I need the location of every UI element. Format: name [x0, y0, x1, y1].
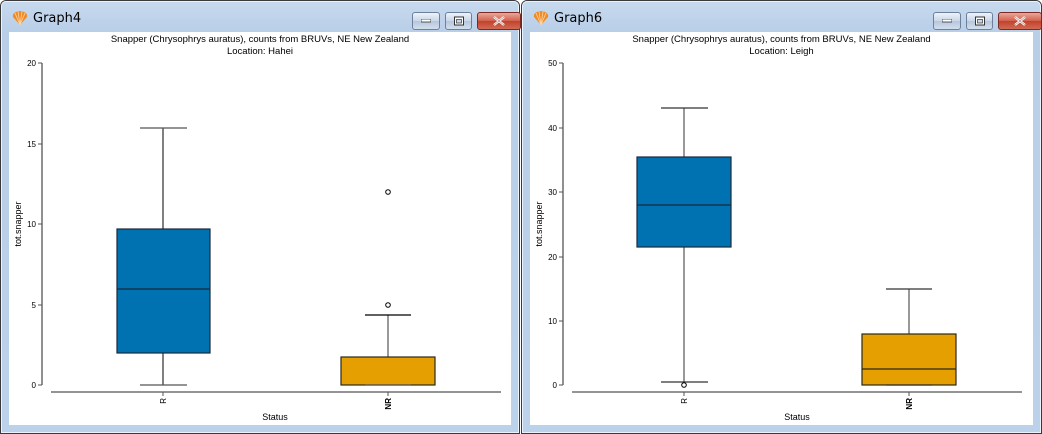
maximize-button[interactable] — [966, 12, 993, 30]
svg-text:0: 0 — [32, 381, 37, 390]
outlier-point — [385, 189, 391, 195]
box-r — [636, 107, 732, 388]
svg-text:50: 50 — [548, 59, 557, 68]
title-bar[interactable]: Graph6 — [522, 1, 1042, 33]
x-tick-r: R — [159, 398, 168, 404]
svg-text:15: 15 — [27, 140, 36, 149]
svg-text:20: 20 — [27, 59, 36, 68]
restore-icon — [453, 16, 464, 26]
close-icon — [493, 16, 505, 26]
y-ticks: 50 40 30 20 10 0 — [548, 59, 563, 390]
outlier-point — [681, 382, 687, 388]
x-tick-nr: NR — [905, 398, 914, 410]
boxplot-leigh: 50 40 30 20 10 0 tot.snapper R NR Status — [534, 59, 1022, 422]
graph6-window: Graph6 Snapper (Chrysophrys auratus), co… — [521, 0, 1042, 434]
chart-subtitle: Location: Leigh — [749, 46, 814, 57]
y-ticks: 20 15 10 5 0 — [27, 59, 42, 390]
minimize-button[interactable] — [412, 12, 440, 30]
outlier-point — [385, 302, 391, 308]
graph4-window: Graph4 Snapper (Chrysophrys auratus), co… — [0, 0, 521, 434]
title-bar[interactable]: Graph4 — [1, 1, 521, 33]
restore-icon — [974, 16, 985, 26]
svg-text:5: 5 — [32, 301, 37, 310]
svg-text:10: 10 — [27, 220, 36, 229]
shell-icon — [533, 11, 549, 26]
minimize-button[interactable] — [933, 12, 961, 30]
svg-text:0: 0 — [553, 381, 558, 390]
window-title: Graph4 — [33, 11, 82, 26]
svg-text:40: 40 — [548, 124, 557, 133]
chart-title: Snapper (Chrysophrys auratus), counts fr… — [110, 34, 410, 45]
close-icon — [1014, 16, 1026, 26]
x-axis-label: Status — [262, 412, 288, 422]
y-axis-label: tot.snapper — [13, 201, 23, 246]
chart-subtitle: Location: Hahei — [226, 46, 294, 57]
svg-text:20: 20 — [548, 253, 557, 262]
x-tick-nr: NR — [384, 398, 393, 410]
box-nr — [340, 189, 436, 386]
close-button[interactable] — [477, 12, 521, 30]
minimize-icon — [421, 19, 431, 23]
chart-area: Snapper (Chrysophrys auratus), counts fr… — [530, 32, 1033, 425]
window-title: Graph6 — [554, 11, 603, 26]
boxplot-hahei: 20 15 10 5 0 tot.snapper R NR Status — [13, 59, 501, 422]
close-button[interactable] — [998, 12, 1042, 30]
chart-area: Snapper (Chrysophrys auratus), counts fr… — [9, 32, 511, 425]
x-axis-label: Status — [784, 412, 810, 422]
maximize-button[interactable] — [445, 12, 472, 30]
minimize-icon — [942, 19, 952, 23]
svg-text:10: 10 — [548, 317, 557, 326]
box-r — [116, 127, 211, 386]
x-tick-r: R — [680, 398, 689, 404]
box-nr — [861, 288, 957, 386]
chart-title: Snapper (Chrysophrys auratus), counts fr… — [632, 34, 931, 45]
svg-text:30: 30 — [548, 188, 557, 197]
shell-icon — [12, 11, 28, 26]
y-axis-label: tot.snapper — [534, 201, 544, 246]
